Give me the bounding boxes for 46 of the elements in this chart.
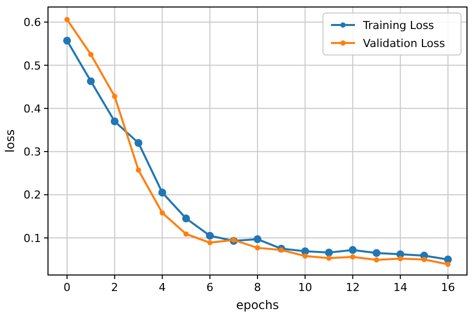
point bbox=[183, 231, 189, 237]
x-axis-title: epochs bbox=[236, 298, 279, 312]
point bbox=[63, 36, 71, 45]
legend-label: Training Loss bbox=[362, 19, 434, 32]
point bbox=[350, 254, 356, 260]
point bbox=[254, 235, 262, 244]
x-tick-label: 14 bbox=[393, 281, 408, 294]
y-tick-label: 0.4 bbox=[24, 102, 41, 116]
point bbox=[372, 249, 380, 257]
x-tick-label: 6 bbox=[206, 281, 214, 294]
x-tick-label: 10 bbox=[298, 281, 312, 294]
x-tick-label: 2 bbox=[111, 281, 118, 294]
y-tick-label: 0.2 bbox=[24, 188, 41, 202]
point bbox=[348, 246, 357, 254]
point bbox=[207, 240, 213, 246]
x-tick-label: 12 bbox=[346, 281, 360, 294]
x-tick-label: 8 bbox=[254, 281, 261, 294]
y-axis-title: loss bbox=[3, 129, 17, 153]
point bbox=[158, 188, 166, 196]
y-tick-label: 0.6 bbox=[24, 16, 41, 30]
point bbox=[112, 94, 118, 99]
legend-label: Validation Loss bbox=[363, 37, 446, 50]
point bbox=[160, 210, 165, 216]
point bbox=[182, 214, 190, 222]
point bbox=[302, 253, 308, 259]
point bbox=[206, 232, 214, 240]
point bbox=[110, 117, 119, 126]
point bbox=[64, 16, 70, 22]
point bbox=[325, 248, 333, 256]
point bbox=[326, 256, 332, 261]
point bbox=[134, 139, 142, 147]
point bbox=[254, 245, 260, 250]
point bbox=[136, 167, 142, 173]
point bbox=[422, 256, 427, 262]
y-tick-label: 0.1 bbox=[24, 232, 41, 245]
point bbox=[278, 247, 284, 253]
x-tick-label: 4 bbox=[158, 281, 166, 294]
point bbox=[445, 262, 451, 267]
point bbox=[86, 77, 95, 86]
y-tick-label: 0.3 bbox=[24, 146, 41, 159]
point bbox=[374, 257, 380, 263]
point bbox=[398, 256, 403, 262]
point bbox=[88, 52, 94, 58]
x-tick-label: 16 bbox=[440, 281, 455, 294]
y-tick-label: 0.5 bbox=[24, 59, 41, 72]
x-tick-label: 0 bbox=[64, 281, 71, 294]
